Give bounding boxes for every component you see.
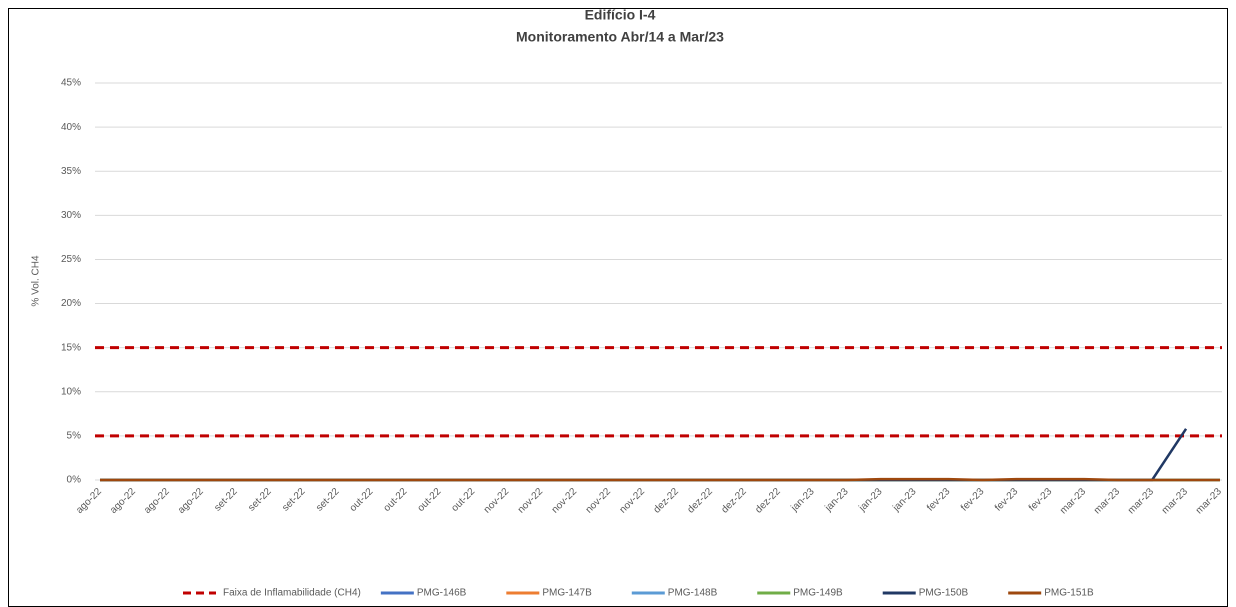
legend-label: PMG-151B [1044,588,1094,599]
y-tick-label: 20% [61,298,81,309]
legend-label: PMG-150B [919,588,969,599]
y-tick-label: 40% [61,122,81,133]
legend-label: PMG-148B [668,588,718,599]
chart-title: Edifício I-4 [585,7,656,23]
y-tick-label: 35% [61,166,81,177]
y-tick-label: 10% [61,386,81,397]
y-tick-label: 5% [67,431,82,442]
legend-label: PMG-147B [542,588,592,599]
legend-label: PMG-149B [793,588,843,599]
series-line [100,477,1220,482]
legend-label: PMG-146B [417,588,467,599]
y-tick-label: 25% [61,254,81,265]
y-axis-label: % Vol. CH4 [31,255,42,307]
y-tick-label: 45% [61,78,81,89]
y-tick-label: 0% [67,475,82,486]
y-tick-label: 30% [61,210,81,221]
y-tick-label: 15% [61,342,81,353]
legend-label: Faixa de Inflamabilidade (CH4) [223,588,361,599]
chart-subtitle: Monitoramento Abr/14 a Mar/23 [516,29,724,45]
chart-frame [8,8,1228,607]
